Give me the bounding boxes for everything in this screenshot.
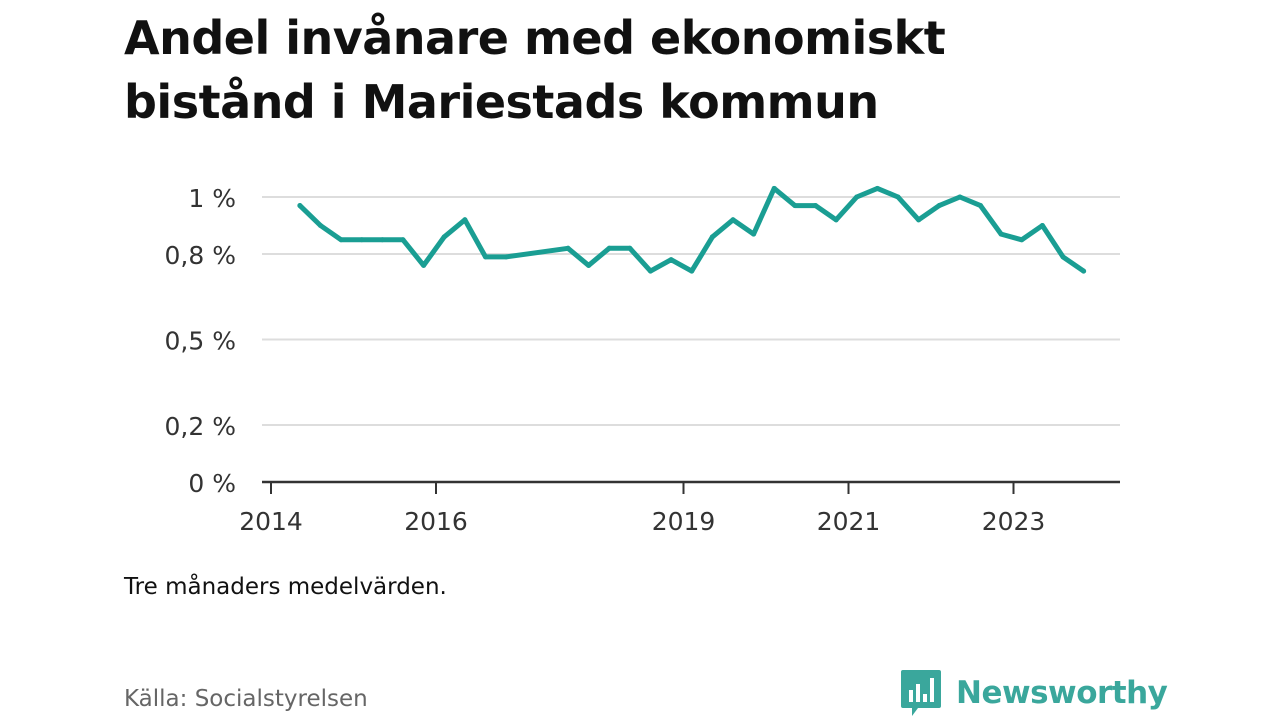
data-point (1081, 268, 1087, 274)
data-point (421, 262, 427, 268)
data-point (1039, 223, 1045, 228)
data-point (668, 257, 674, 263)
data-point (854, 194, 860, 200)
data-point (957, 194, 963, 200)
chart-title: Andel invånare med ekonomiskt bistånd i … (124, 11, 946, 129)
data-point (833, 217, 839, 223)
chart-note: Tre månaders medelvärden. (124, 574, 447, 600)
y-tick-label: 0,5 % (165, 327, 236, 356)
data-point (978, 203, 983, 209)
data-point (709, 234, 715, 240)
data-point (874, 185, 880, 191)
x-tick-label: 2014 (239, 507, 303, 536)
data-point (648, 268, 653, 274)
data-point (916, 217, 922, 223)
data-point (359, 237, 365, 243)
data-point (441, 234, 447, 240)
data-point (606, 245, 612, 251)
data-point (462, 217, 468, 223)
source-label: Källa: Socialstyrelsen (124, 686, 368, 712)
data-point (998, 231, 1004, 237)
brand-logo: Newsworthy (900, 668, 1168, 718)
data-point (771, 185, 777, 191)
x-tick-label: 2023 (982, 507, 1046, 536)
newsworthy-logo-icon (901, 670, 941, 716)
y-tick-label: 0 % (188, 469, 236, 498)
data-point (400, 237, 406, 243)
y-tick-label: 0,2 % (165, 412, 236, 441)
y-tick-label: 0,8 % (165, 241, 236, 270)
data-point (586, 262, 592, 268)
data-point (689, 268, 695, 274)
series-line (297, 185, 1087, 274)
x-axis: 2014 2016 2019 2021 2023 (239, 480, 1120, 536)
data-point (318, 223, 323, 228)
data-point (483, 254, 488, 260)
data-point (565, 245, 571, 251)
data-point (503, 254, 509, 260)
line-chart: 0 %0,2 %0,5 %0,8 %1 % 2014 2016 2019 2021 20… (165, 184, 1120, 536)
data-point (1019, 237, 1025, 243)
data-point (813, 203, 818, 209)
x-tick-label: 2016 (404, 507, 468, 536)
gridlines (262, 196, 1120, 426)
series-layer (297, 185, 1087, 274)
data-point (895, 194, 901, 200)
x-tick-label: 2019 (652, 507, 716, 536)
data-point (297, 203, 303, 209)
x-tick-label: 2021 (817, 507, 881, 536)
data-point (792, 203, 798, 209)
data-point (338, 237, 344, 243)
data-point (751, 231, 757, 237)
data-point (627, 245, 633, 251)
brand-name: Newsworthy (956, 675, 1168, 711)
data-point (936, 203, 942, 209)
y-tick-label: 1 % (188, 184, 236, 213)
data-point (379, 237, 385, 243)
y-axis-tick-labels: 0 % 0,2 % 0,5 % 0,8 % 1 % (165, 184, 236, 498)
data-point (1060, 254, 1066, 260)
data-point (730, 217, 736, 223)
